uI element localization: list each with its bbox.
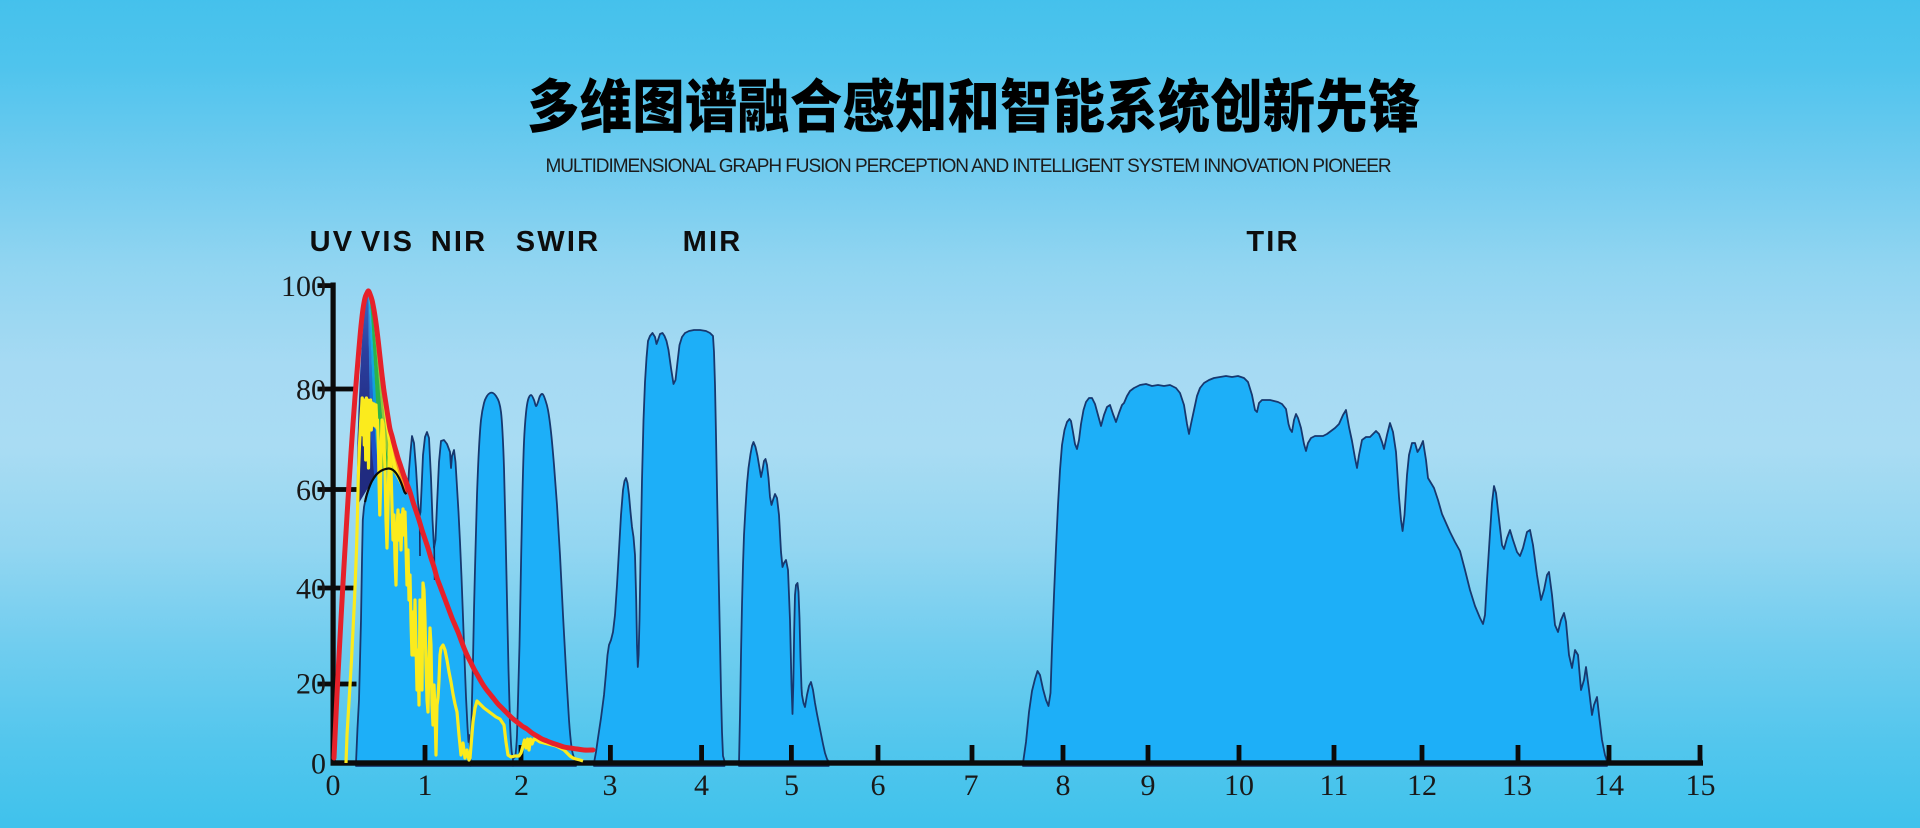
svg-text:NIR: NIR bbox=[431, 226, 488, 258]
svg-text:10: 10 bbox=[1224, 769, 1254, 802]
svg-text:5: 5 bbox=[784, 769, 799, 802]
svg-text:14: 14 bbox=[1594, 769, 1624, 802]
svg-text:MULTIDIMENSIONAL GRAPH FUSION: MULTIDIMENSIONAL GRAPH FUSION PERCEPTION… bbox=[545, 156, 1390, 177]
svg-text:80: 80 bbox=[296, 374, 326, 407]
svg-text:0: 0 bbox=[326, 769, 341, 802]
svg-text:0: 0 bbox=[311, 748, 326, 781]
svg-text:UV: UV bbox=[310, 226, 355, 258]
svg-text:60: 60 bbox=[296, 474, 326, 507]
svg-text:7: 7 bbox=[964, 769, 979, 802]
svg-text:VIS: VIS bbox=[361, 226, 414, 258]
svg-text:13: 13 bbox=[1502, 769, 1532, 802]
svg-text:11: 11 bbox=[1320, 769, 1349, 802]
svg-text:2: 2 bbox=[514, 769, 529, 802]
svg-text:9: 9 bbox=[1141, 769, 1156, 802]
svg-text:SWIR: SWIR bbox=[516, 226, 601, 258]
svg-text:12: 12 bbox=[1407, 769, 1437, 802]
svg-text:MIR: MIR bbox=[683, 226, 743, 258]
svg-text:15: 15 bbox=[1686, 769, 1716, 802]
svg-text:TIR: TIR bbox=[1246, 226, 1299, 258]
svg-text:6: 6 bbox=[871, 769, 886, 802]
svg-text:40: 40 bbox=[296, 573, 326, 606]
svg-text:1: 1 bbox=[418, 769, 433, 802]
svg-text:4: 4 bbox=[694, 769, 709, 802]
svg-text:8: 8 bbox=[1056, 769, 1071, 802]
svg-text:100: 100 bbox=[281, 270, 326, 303]
svg-text:3: 3 bbox=[603, 769, 618, 802]
svg-text:20: 20 bbox=[296, 668, 326, 701]
